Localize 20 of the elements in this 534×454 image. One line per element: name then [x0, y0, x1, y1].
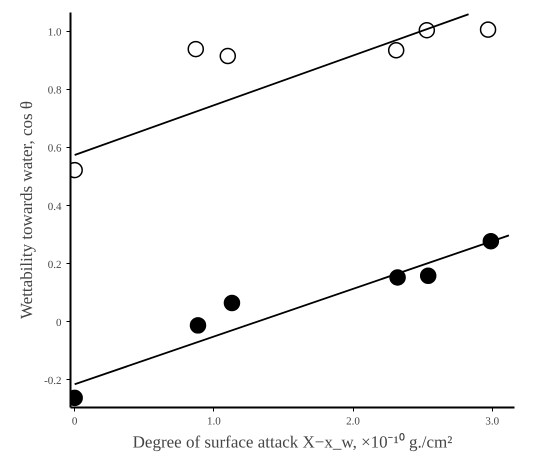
point [480, 21, 496, 38]
point [220, 48, 236, 64]
y-tick-label: 0.4 [48, 200, 62, 213]
y-tick-label: 0 [56, 316, 62, 329]
y-tick-label: 1.0 [48, 26, 62, 39]
y-tick-label: -0.2 [44, 374, 62, 387]
x-axis-title: Degree of surface attack X−x_w, ×10⁻¹⁰ g./cm² [132, 432, 452, 452]
y-tick-label: 0.8 [48, 84, 62, 97]
y-tick-label: 0.2 [48, 258, 62, 271]
point [190, 317, 206, 334]
x-tick-label: 2.0 [346, 416, 360, 428]
x-tick-label: 0 [72, 416, 78, 428]
point [420, 268, 436, 284]
point [388, 42, 404, 58]
x-tick-label: 3.0 [485, 416, 500, 428]
point [224, 294, 240, 312]
y-axis-title: Wettability towards water, cos θ [17, 100, 36, 320]
point [188, 40, 204, 58]
x-tick-label: 1.0 [206, 416, 222, 428]
y-tick-label: 0.6 [48, 142, 62, 155]
